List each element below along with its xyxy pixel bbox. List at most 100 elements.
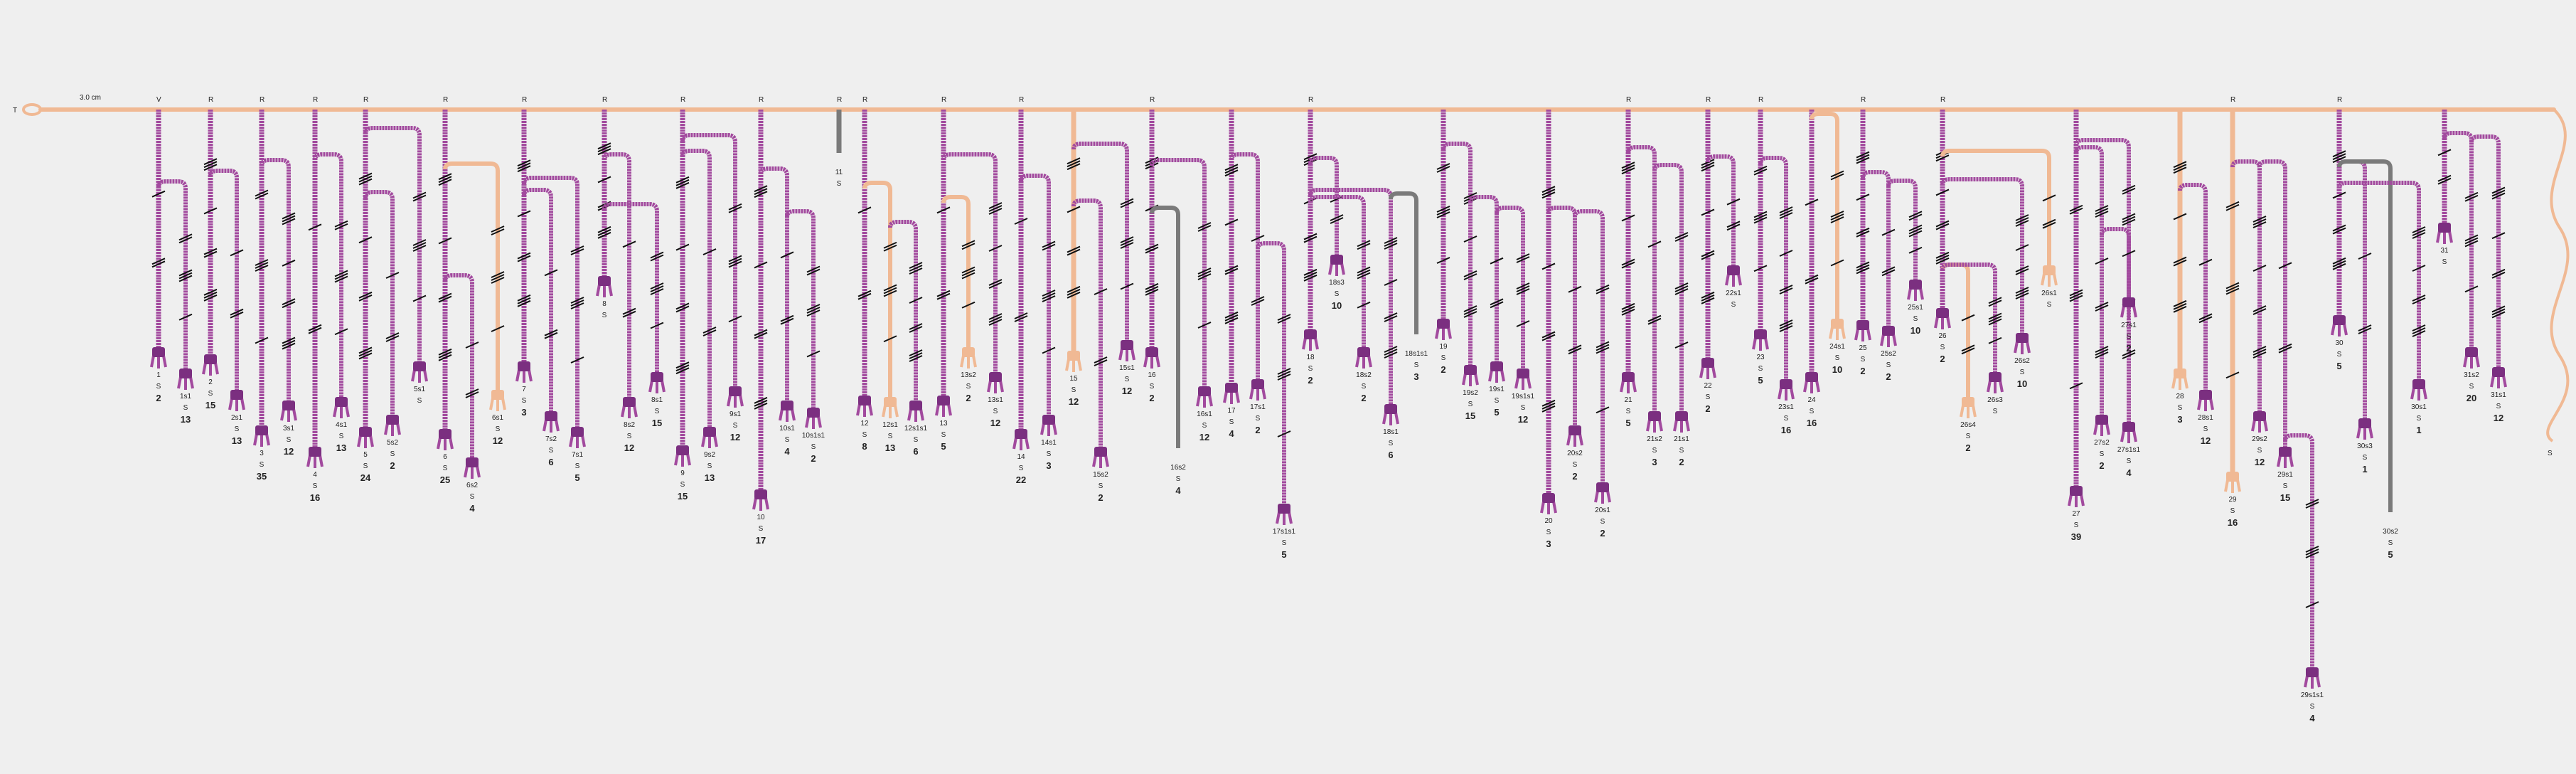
end-knot [1437,319,1450,329]
subsidiary-cord-line [2074,138,2131,306]
knot-mark [1067,160,1081,168]
knot-mark [517,294,531,302]
knot-mark [2491,186,2506,194]
knot-mark [517,162,531,170]
end-knot [2095,415,2108,425]
knot-mark [1357,301,1371,309]
pendant-label: 7s2 [545,435,557,443]
subsidiary-cord-line [2178,183,2208,398]
end-knot [335,397,348,407]
knot-mark [2278,346,2292,354]
pendant-count: 3 [1546,539,1551,549]
knot-mark [2173,302,2187,310]
pendant-count: 15 [1465,410,1475,421]
pendant-label: 18s1s1 [1405,350,1428,358]
subsidiary-cord-line [2074,145,2104,423]
knot-mark [754,185,768,193]
knot-mark [2225,201,2240,208]
knot-mark [1277,371,1291,378]
pendant-s-mark: S [1468,401,1473,408]
knot-mark [2332,156,2346,164]
knot-mark [1701,164,1715,172]
knot-mark [438,179,452,186]
end-knot [1856,320,1869,330]
knot-mark [1779,287,1793,295]
knot-mark [1779,206,1793,213]
knot-mark [203,164,218,171]
knot-mark [1303,274,1318,282]
pendant-label: 29 [2228,496,2237,504]
pendant-cord: 22 S 2 [1699,110,1716,414]
pendant-s-mark: S [2283,482,2288,490]
knot-mark [2332,260,2346,267]
pendant-s-mark: S [2127,457,2132,465]
knot-mark [178,233,193,241]
pendant-s-mark: S [1308,365,1313,373]
knot-mark [517,165,531,173]
knot-mark [650,282,664,290]
knot-mark [1596,287,1610,295]
knot-mark [1701,250,1715,258]
pendant-cord: 19s1 S 5 [1468,195,1505,418]
pendant-count: 5 [2336,361,2341,371]
knot-mark [1277,430,1291,438]
end-knot [1989,372,2002,382]
end-knot [884,397,897,407]
pendant-count: 5 [1494,407,1499,418]
pendant-cord: 31s1 S 12 [2469,134,2507,423]
knot-mark [1357,272,1371,280]
knot-mark [1384,240,1398,247]
pendant-count: 1 [2416,425,2421,435]
knot-mark [2173,213,2187,221]
frayed-end [1829,327,1846,340]
knot-mark [2491,305,2506,313]
end-knot [2016,333,2029,343]
knot-mark [2015,290,2029,297]
pendant-s-mark: S [2047,301,2052,309]
subsidiary-cord-line [2257,159,2287,455]
knot-mark [1042,346,1056,354]
frayed-end [2251,419,2268,433]
knot-mark [1145,285,1159,293]
pendant-s-mark: S [2417,415,2422,423]
knot-mark [1516,282,1530,290]
frayed-end [1040,423,1057,436]
scale-label: 3.0 cm [80,94,101,102]
pendant-s-mark: S [2127,333,2132,341]
knot-mark [2015,214,2029,221]
pendant-count: 12 [1518,414,1528,425]
knot-mark [1961,344,1975,352]
pendant-cord: 5 S 24 [357,110,374,483]
pendant-cord: 19s2 S 15 [1441,142,1479,421]
frayed-end [1646,419,1663,433]
knot-mark [1647,240,1662,248]
frayed-end [2304,675,2321,689]
knot-mark [1701,294,1715,302]
pendant-cord: 30s1 S 1 [2337,181,2427,435]
knot-mark [988,245,1003,252]
pendant-cord: 2 S 15 [202,110,219,410]
knot-mark [178,275,193,282]
pendant-count: 2 [1679,457,1684,467]
knot-mark [1197,322,1212,329]
knot-mark [358,352,373,360]
frayed-end [1514,376,1532,390]
top-mark: R [2337,96,2342,104]
pendant-s-mark: S [2496,403,2501,410]
end-knot [2226,472,2239,482]
end-knot [676,445,689,455]
pendant-cord: 26 S 2 [1934,110,1951,364]
subsidiary-cord-line [1468,195,1499,370]
knot-mark [622,240,636,248]
knot-mark [334,223,348,230]
subsidiary-cord-line [888,220,918,409]
pendant-count: 2 [966,393,971,403]
knot-mark [282,259,296,267]
subsidiary-cord-line [1940,177,2024,341]
end-knot [1094,447,1107,457]
pendant-s-mark: S [1335,290,1340,298]
pendant-label: 19s2 [1463,389,1478,397]
end-knot [1701,358,1714,368]
frayed-end [2490,375,2507,388]
knot-mark [754,188,768,196]
